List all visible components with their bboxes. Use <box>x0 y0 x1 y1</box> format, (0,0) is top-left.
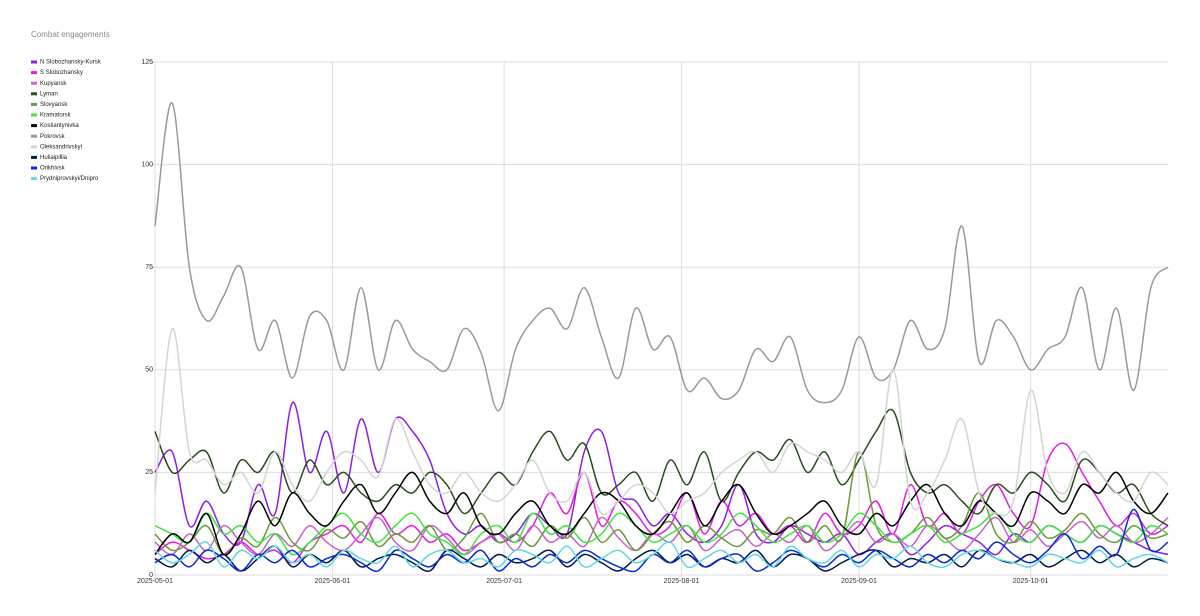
legend-label: Lyman <box>40 91 58 97</box>
y-tick-label: 75 <box>145 264 153 271</box>
legend-label: Kramatorsk <box>40 113 72 119</box>
legend-label: Pokrovsk <box>40 134 66 140</box>
series-line <box>154 508 1169 573</box>
legend-label: Huliaipillia <box>40 155 68 161</box>
series-line <box>154 451 1169 556</box>
x-tick-label: 2025-10-01 <box>1013 578 1049 585</box>
legend-label: N Slobozhansky-Kursk <box>40 60 102 66</box>
y-tick-label: 0 <box>149 572 153 579</box>
legend-label: Orikhivsk <box>40 166 66 172</box>
x-tick-label: 2025-08-01 <box>664 578 700 585</box>
x-tick-label: 2025-06-01 <box>315 578 351 585</box>
series-line <box>154 541 1169 569</box>
series-line <box>154 516 1169 556</box>
legend-label: Kostiantynivka <box>40 123 79 129</box>
y-tick-label: 50 <box>145 367 153 374</box>
x-tick-label: 2025-05-01 <box>137 578 173 585</box>
series-line <box>154 442 1169 564</box>
y-tick-label: 25 <box>145 469 153 476</box>
chart-title: Combat engagements <box>31 30 110 39</box>
legend-label: Kupyansk <box>40 81 67 87</box>
y-tick-label: 100 <box>141 161 153 168</box>
series-line <box>154 401 1169 556</box>
x-tick-label: 2025-09-01 <box>841 578 877 585</box>
series-line <box>154 327 1169 517</box>
legend-label: Prydniprovskyi/Dnipro <box>40 176 99 182</box>
legend-label: Slovyansk <box>40 102 68 108</box>
x-tick-label: 2025-07-01 <box>486 578 522 585</box>
y-tick-label: 125 <box>141 59 153 66</box>
series-line <box>154 408 1169 527</box>
legend-label: S Slobozhansky <box>40 70 83 76</box>
series-line <box>154 102 1169 412</box>
legend-label: Oleksandrivskyi <box>40 144 82 150</box>
